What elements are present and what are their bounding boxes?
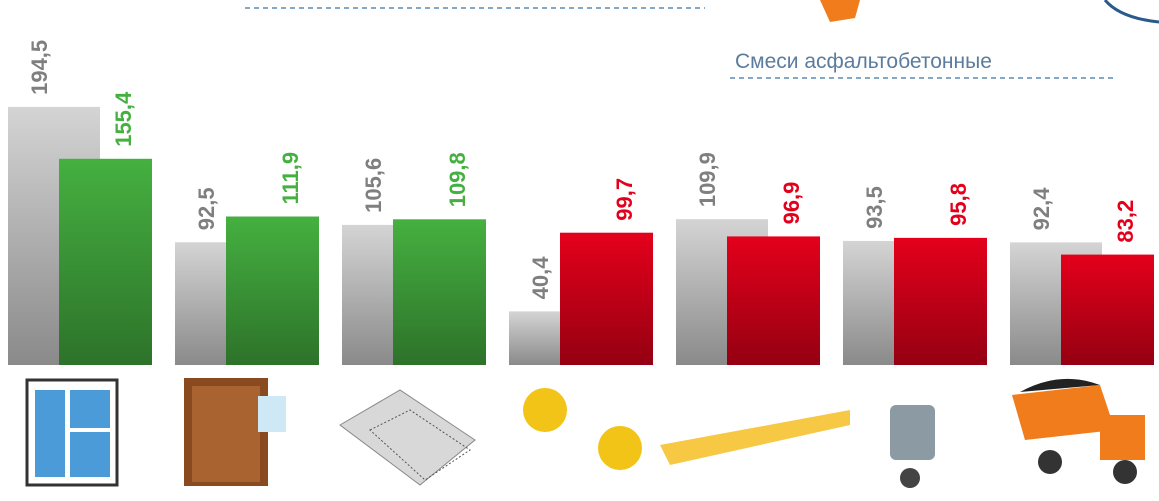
value-label: 105,6 xyxy=(361,158,386,213)
mixer-drum-icon xyxy=(890,405,935,460)
bar-shade xyxy=(727,236,820,365)
value-label: 109,8 xyxy=(445,152,470,207)
value-label: 83,2 xyxy=(1113,200,1138,243)
truck-cab xyxy=(1100,415,1145,460)
annotation: Смеси асфальтобетонные xyxy=(735,50,992,73)
chart: Смеси асфальтобетонные 194,5 155,4 92,5 111… xyxy=(0,0,1159,501)
bar-shade xyxy=(393,219,486,365)
board-icon xyxy=(660,410,850,465)
door-glass xyxy=(258,396,286,432)
value-label: 155,4 xyxy=(111,91,136,147)
value-label: 92,5 xyxy=(194,187,219,230)
bar-shade xyxy=(226,217,319,365)
mixer-icon xyxy=(598,426,642,470)
truck-icon-top xyxy=(820,0,860,22)
value-label: 95,8 xyxy=(946,183,971,226)
decor-arc xyxy=(1105,0,1159,22)
value-label: 194,5 xyxy=(27,40,52,95)
bar-shade xyxy=(560,233,653,365)
value-label: 93,5 xyxy=(862,186,887,229)
window-pane xyxy=(35,390,65,477)
value-label: 40,4 xyxy=(528,256,553,300)
value-label: 99,7 xyxy=(612,178,637,221)
mixer-icon xyxy=(523,388,567,432)
bar-shade xyxy=(59,159,152,365)
value-label: 96,9 xyxy=(779,182,804,225)
door-panel xyxy=(192,386,260,482)
mesh-icon xyxy=(340,390,475,485)
mixer-wheel xyxy=(900,468,920,488)
icons xyxy=(27,378,1145,488)
truck-wheel xyxy=(1113,460,1137,484)
window-pane xyxy=(70,390,110,428)
value-label: 92,4 xyxy=(1029,187,1054,231)
value-label: 111,9 xyxy=(278,152,303,205)
bar-shade xyxy=(894,238,987,365)
value-label: 109,9 xyxy=(695,152,720,207)
truck-body-icon xyxy=(1012,385,1115,440)
bar-shade xyxy=(1061,255,1154,365)
window-pane xyxy=(70,432,110,477)
truck-wheel xyxy=(1038,450,1062,474)
